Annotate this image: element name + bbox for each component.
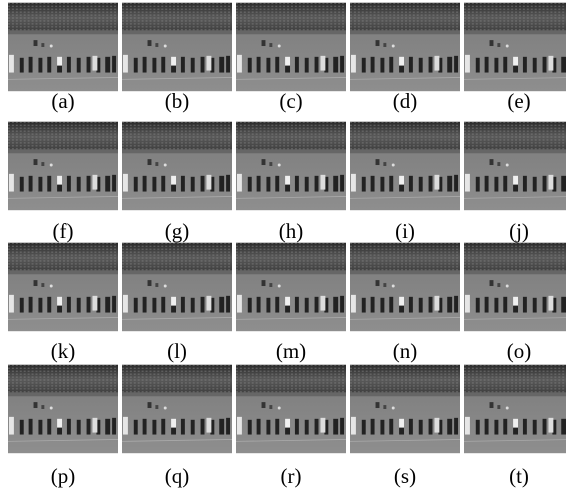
panel-image <box>236 3 346 91</box>
panel-label: (h) <box>279 219 304 243</box>
panel-image <box>464 365 566 453</box>
panel-label: (e) <box>507 89 530 113</box>
panel-label: (j) <box>509 219 529 243</box>
panel-image <box>350 243 460 331</box>
panel-image <box>236 243 346 331</box>
panel-label: (b) <box>165 89 190 113</box>
panel-label: (g) <box>165 219 190 243</box>
panel-label: (p) <box>51 464 76 488</box>
panel-image <box>464 122 566 210</box>
panel-label: (o) <box>507 339 532 363</box>
panel-label: (s) <box>394 464 416 488</box>
panel-image <box>464 3 566 91</box>
panel-image <box>8 365 118 453</box>
panel-image <box>8 122 118 210</box>
panel-label: (d) <box>393 89 418 113</box>
panel-image <box>350 3 460 91</box>
panel-label: (k) <box>51 339 76 363</box>
panel-image <box>8 3 118 91</box>
panel-label: (l) <box>167 339 187 363</box>
panel-image <box>122 3 232 91</box>
panel-image <box>122 243 232 331</box>
panel-label: (f) <box>53 219 74 243</box>
panel-image <box>236 122 346 210</box>
panel-image <box>350 122 460 210</box>
panel-image <box>8 243 118 331</box>
panel-image <box>122 365 232 453</box>
panel-label: (i) <box>395 219 415 243</box>
panel-label: (q) <box>165 464 190 488</box>
panel-label: (r) <box>281 464 302 488</box>
panel-image <box>464 243 566 331</box>
panel-label: (n) <box>393 339 418 363</box>
panel-label: (t) <box>509 464 529 488</box>
panel-label: (c) <box>279 89 302 113</box>
panel-image <box>122 122 232 210</box>
figure: (a) (b) (c) (d) (e) (f) (g) (h) (i) (j) (k) (l) (m) (… <box>0 0 566 494</box>
panel-label: (m) <box>276 339 306 363</box>
panel-label: (a) <box>51 89 74 113</box>
panel-image <box>350 365 460 453</box>
panel-image <box>236 365 346 453</box>
